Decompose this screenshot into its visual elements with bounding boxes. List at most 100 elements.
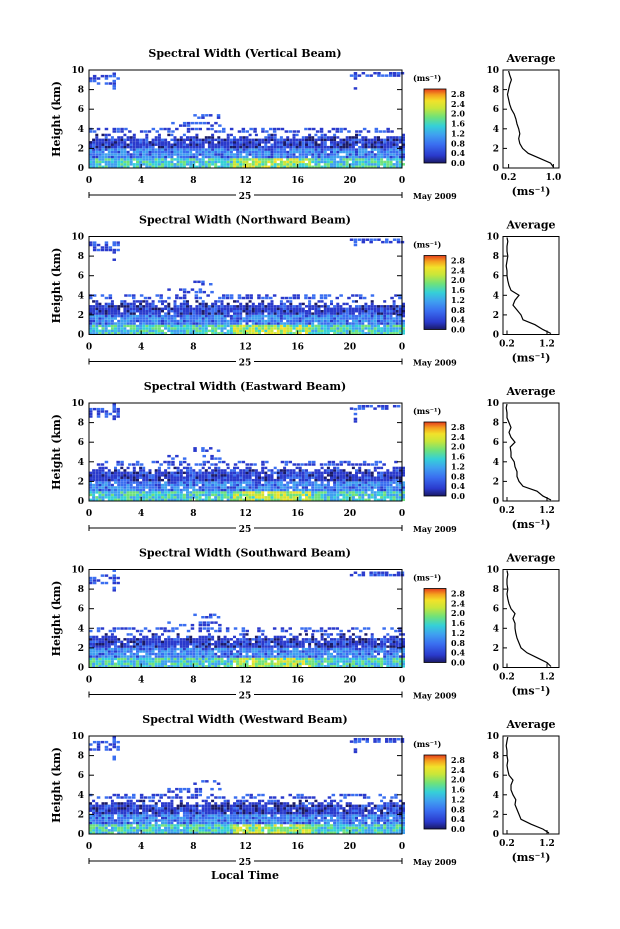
heatmap-cell — [186, 327, 189, 330]
heatmap-cell — [267, 305, 271, 308]
heatmap-cell — [342, 322, 346, 325]
heatmap-cell — [104, 650, 108, 653]
heatmap-cell — [204, 481, 208, 484]
heatmap-cell — [339, 145, 343, 149]
heatmap-cell — [120, 486, 124, 489]
heatmap-cell — [201, 449, 205, 452]
heatmap-cell — [248, 329, 252, 333]
heatmap-cell — [201, 483, 205, 487]
heatmap-cell — [320, 145, 324, 149]
heatmap-cell — [351, 163, 355, 166]
heatmap-cell — [167, 143, 171, 146]
heatmap-cell — [211, 662, 215, 666]
heatmap-cell — [317, 329, 321, 333]
heatmap-cell — [279, 138, 283, 142]
heatmap-cell — [236, 324, 240, 328]
heatmap-cell — [386, 488, 390, 492]
heatmap-cell — [339, 481, 343, 484]
heatmap-cell — [364, 319, 368, 323]
heatmap-cell — [114, 481, 117, 484]
heatmap-cell — [201, 310, 205, 313]
heatmap-cell — [195, 476, 199, 479]
heatmap-cell — [223, 660, 227, 663]
heatmap-cell — [89, 407, 93, 411]
heatmap-cell — [173, 481, 177, 484]
heatmap-cell — [170, 307, 174, 311]
heatmap-cell — [194, 290, 199, 294]
heatmap-cell — [323, 312, 327, 315]
heatmap-cell — [286, 498, 290, 502]
heatmap-cell — [348, 307, 352, 311]
heatmap-cell — [323, 496, 327, 499]
heatmap-cell — [198, 476, 202, 479]
heatmap-cell — [279, 332, 283, 335]
heatmap-cell — [198, 498, 202, 502]
heatmap-cell — [330, 319, 333, 323]
heatmap-cell — [154, 141, 158, 144]
heatmap-cell — [330, 141, 333, 144]
heatmap-cell — [276, 655, 280, 658]
heatmap-cell — [305, 483, 308, 487]
heatmap-cell — [308, 163, 312, 166]
heatmap-cell — [110, 329, 114, 333]
heatmap-cell — [273, 324, 277, 328]
heatmap-cell — [176, 657, 180, 661]
heatmap-cell — [117, 655, 121, 658]
heatmap-cell — [129, 650, 133, 653]
heatmap-cell — [170, 655, 174, 658]
heatmap-cell — [220, 498, 224, 502]
heatmap-cell — [301, 327, 305, 330]
heatmap-cell — [292, 493, 296, 497]
heatmap-cell — [186, 150, 189, 154]
heatmap-cell — [132, 300, 136, 303]
heatmap-cell — [380, 155, 384, 159]
heatmap-cell — [283, 491, 287, 494]
average-frame — [502, 402, 560, 502]
heatmap-cell — [108, 294, 113, 297]
heatmap-cell — [323, 488, 327, 492]
heatmap-cell — [104, 163, 108, 166]
heatmap-cell — [204, 471, 208, 475]
heatmap-cell — [342, 150, 346, 154]
heatmap-cell — [251, 660, 255, 663]
heatmap-cell — [358, 319, 362, 323]
heatmap-cell — [114, 476, 117, 479]
heatmap-cell — [226, 322, 230, 325]
heatmap-cell — [182, 657, 186, 661]
heatmap-cell — [209, 283, 213, 286]
heatmap-cell — [142, 305, 146, 308]
colorbar-tick-label: 0.0 — [451, 325, 465, 335]
heatmap-cell — [123, 160, 127, 164]
heatmap-cell — [173, 307, 177, 311]
heatmap-cell — [289, 165, 293, 169]
heatmap-cell — [223, 493, 227, 497]
heatmap-cell — [139, 474, 143, 477]
heatmap-cell — [273, 486, 277, 489]
heatmap-cell — [326, 329, 330, 333]
heatmap-cell — [286, 486, 290, 489]
heatmap-cell — [104, 491, 108, 494]
heatmap-cell — [402, 310, 405, 313]
heatmap-cell — [273, 466, 277, 470]
heatmap-cell — [198, 163, 202, 166]
heatmap-cell — [139, 471, 143, 475]
heatmap-cell — [214, 493, 218, 497]
heatmap-cell — [104, 133, 108, 137]
heatmap-cell — [355, 133, 358, 137]
heatmap-cell — [273, 657, 277, 661]
heatmap-cell — [351, 138, 355, 142]
heatmap-cell — [204, 141, 208, 144]
heatmap-cell — [267, 165, 271, 169]
heatmap-cell — [211, 329, 215, 333]
heatmap-cell — [101, 143, 105, 146]
heatmap-cell — [101, 329, 105, 333]
heatmap-cell — [333, 305, 337, 308]
heatmap-cell — [192, 478, 196, 482]
heatmap-cell — [336, 329, 340, 333]
heatmap-cell — [292, 165, 296, 169]
heatmap-cell — [301, 324, 305, 328]
heatmap-cell — [195, 138, 199, 142]
heatmap-cell — [389, 307, 393, 311]
heatmap-cell — [245, 327, 249, 330]
heatmap-cell — [139, 302, 143, 306]
